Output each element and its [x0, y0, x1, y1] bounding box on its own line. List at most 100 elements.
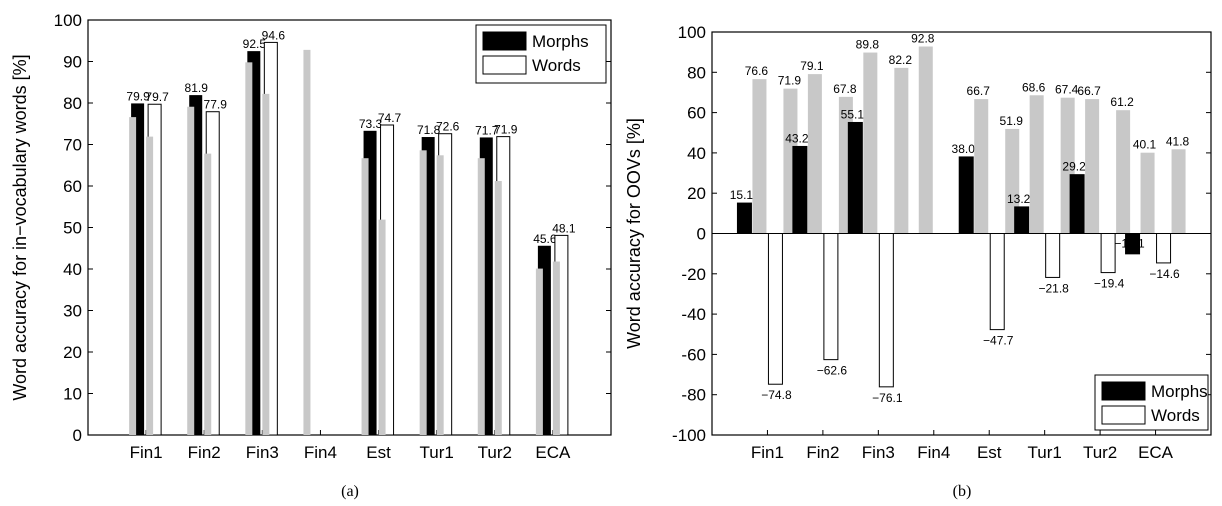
data-label-words: −74.8 [761, 388, 792, 402]
data-label-morphs: 92.5 [243, 37, 267, 51]
category-group: Tur2 71.771.9 [475, 123, 518, 462]
bar-words [878, 233, 894, 388]
x-tick-label: Fin3 [246, 443, 279, 462]
y-tick-label: 50 [63, 219, 82, 238]
x-tick-label: Fin3 [862, 443, 895, 462]
bar-gray-words-baseline [1116, 110, 1131, 234]
legend-label-morphs: Morphs [532, 32, 589, 51]
bar-morphs [847, 121, 863, 234]
legend-swatch-morphs [482, 31, 527, 51]
data-label-gray: 79.1 [800, 59, 824, 73]
y-tick-label: 0 [697, 225, 706, 244]
data-label-gray: 67.4 [1055, 83, 1079, 97]
data-label-gray: 51.9 [1000, 114, 1024, 128]
bar-gray-words-baseline [1171, 149, 1186, 234]
category-group: Fin1 79.979.7 [126, 89, 169, 462]
bar-gray-morphs-baseline [129, 117, 137, 436]
data-label-morphs: 81.9 [185, 81, 209, 95]
category-group: Fin4 [303, 49, 337, 462]
x-tick-label: Fin4 [304, 443, 337, 462]
category-group: ECA −10.1 40.1 −14.6 41.8 [1114, 134, 1189, 462]
data-label-words: 79.7 [145, 90, 169, 104]
bar-gray-morphs-baseline [1029, 95, 1044, 234]
data-label-morphs: 43.2 [785, 131, 809, 145]
y-tick-label: 100 [54, 11, 82, 30]
y-tick-label: 10 [63, 385, 82, 404]
x-tick-label: Fin2 [188, 443, 221, 462]
data-label-morphs: 45.6 [533, 232, 557, 246]
category-group: Fin3 55.1 89.8 −76.1 82.2 [841, 38, 913, 462]
y-axis-label: Word accuracy for OOVs [%] [624, 118, 644, 349]
data-label-gray: 68.6 [1022, 80, 1046, 94]
bar-gray-morphs-baseline [1085, 99, 1100, 234]
category-group: Fin1 15.1 76.6 −74.8 71.9 [730, 64, 802, 462]
bar-gray-morphs-baseline [535, 268, 543, 435]
bar-morphs [1014, 206, 1030, 234]
x-tick-label: Fin4 [917, 443, 950, 462]
x-tick-label: ECA [1138, 443, 1174, 462]
y-tick-label: -20 [681, 265, 706, 284]
legend-swatch-morphs [1101, 381, 1146, 401]
x-tick-label: Fin2 [806, 443, 839, 462]
data-label-gray: 40.1 [1133, 138, 1157, 152]
data-label-morphs: 15.1 [730, 188, 754, 202]
data-label-gray: 61.2 [1110, 95, 1134, 109]
data-label-morphs: 38.0 [952, 142, 976, 156]
data-label-words: 71.9 [494, 123, 518, 137]
bar-gray-words-baseline [436, 155, 444, 436]
bar-gray-morphs-baseline [419, 150, 427, 435]
chart-panel-b: -100 -80 -60 -40 -20 0 20 40 60 80 100 Word accurac… [624, 23, 1212, 500]
category-group: Tur1 13.2 68.6 −21.8 67.4 [1007, 80, 1079, 462]
y-tick-label: 70 [63, 136, 82, 155]
data-label-words: −21.8 [1038, 281, 1069, 295]
x-tick-label: Est [366, 443, 391, 462]
legend-label-words: Words [1151, 406, 1200, 425]
data-label-morphs: 73.3 [359, 117, 383, 131]
data-label-gray: 89.8 [856, 38, 880, 52]
data-label-words: 48.1 [552, 221, 576, 235]
y-tick-label: 80 [63, 94, 82, 113]
data-label-gray: 71.9 [778, 74, 802, 88]
data-label-words: 77.9 [204, 98, 228, 112]
category-group: Tur1 71.872.6 [417, 120, 460, 462]
bar-morphs [958, 156, 974, 234]
category-group: Est 73.374.7 [359, 111, 402, 462]
y-tick-label: 40 [63, 260, 82, 279]
bar-gray-words-baseline [204, 153, 212, 435]
bar-words [1100, 233, 1116, 274]
bar-words [767, 233, 783, 385]
legend-label-words: Words [532, 56, 581, 75]
y-tick-label: -40 [681, 305, 706, 324]
data-label-words: −62.6 [817, 364, 848, 378]
bar-gray-words-baseline [552, 261, 560, 435]
data-label-gray: 66.7 [967, 84, 991, 98]
bar-gray-morphs-baseline [303, 49, 311, 435]
bar-gray-morphs-baseline [245, 62, 253, 436]
data-label-words: −76.1 [872, 391, 903, 405]
category-group: Fin3 92.594.6 [243, 28, 286, 462]
x-tick-label: ECA [535, 443, 571, 462]
y-tick-label: 40 [687, 144, 706, 163]
category-group: ECA 45.648.1 [533, 221, 576, 462]
figure-caption: (a) [341, 483, 359, 500]
x-tick-label: Tur2 [478, 443, 512, 462]
y-tick-label: 80 [687, 63, 706, 82]
bar-gray-words-baseline [494, 181, 502, 435]
bar-gray-words-baseline [262, 93, 270, 436]
data-label-words: −47.7 [983, 334, 1014, 348]
data-label-gray: 82.2 [889, 53, 913, 67]
data-label-morphs: 79.9 [126, 89, 150, 103]
bar-words [1156, 233, 1172, 264]
x-tick-label: Est [977, 443, 1002, 462]
x-tick-label: Fin1 [130, 443, 163, 462]
data-label-gray: 41.8 [1166, 134, 1190, 148]
data-label-morphs: 29.2 [1062, 160, 1086, 174]
data-label-morphs: −10.1 [1114, 237, 1145, 251]
category-group: Tur2 29.2 66.7 −19.4 61.2 [1062, 84, 1134, 462]
y-tick-label: 20 [63, 343, 82, 362]
legend: Morphs Words [1094, 374, 1209, 431]
data-label-morphs: 55.1 [841, 107, 865, 121]
bar-gray-morphs-baseline [187, 106, 195, 436]
bar-gray-words-baseline [894, 67, 909, 234]
data-label-words: 72.6 [436, 120, 460, 134]
